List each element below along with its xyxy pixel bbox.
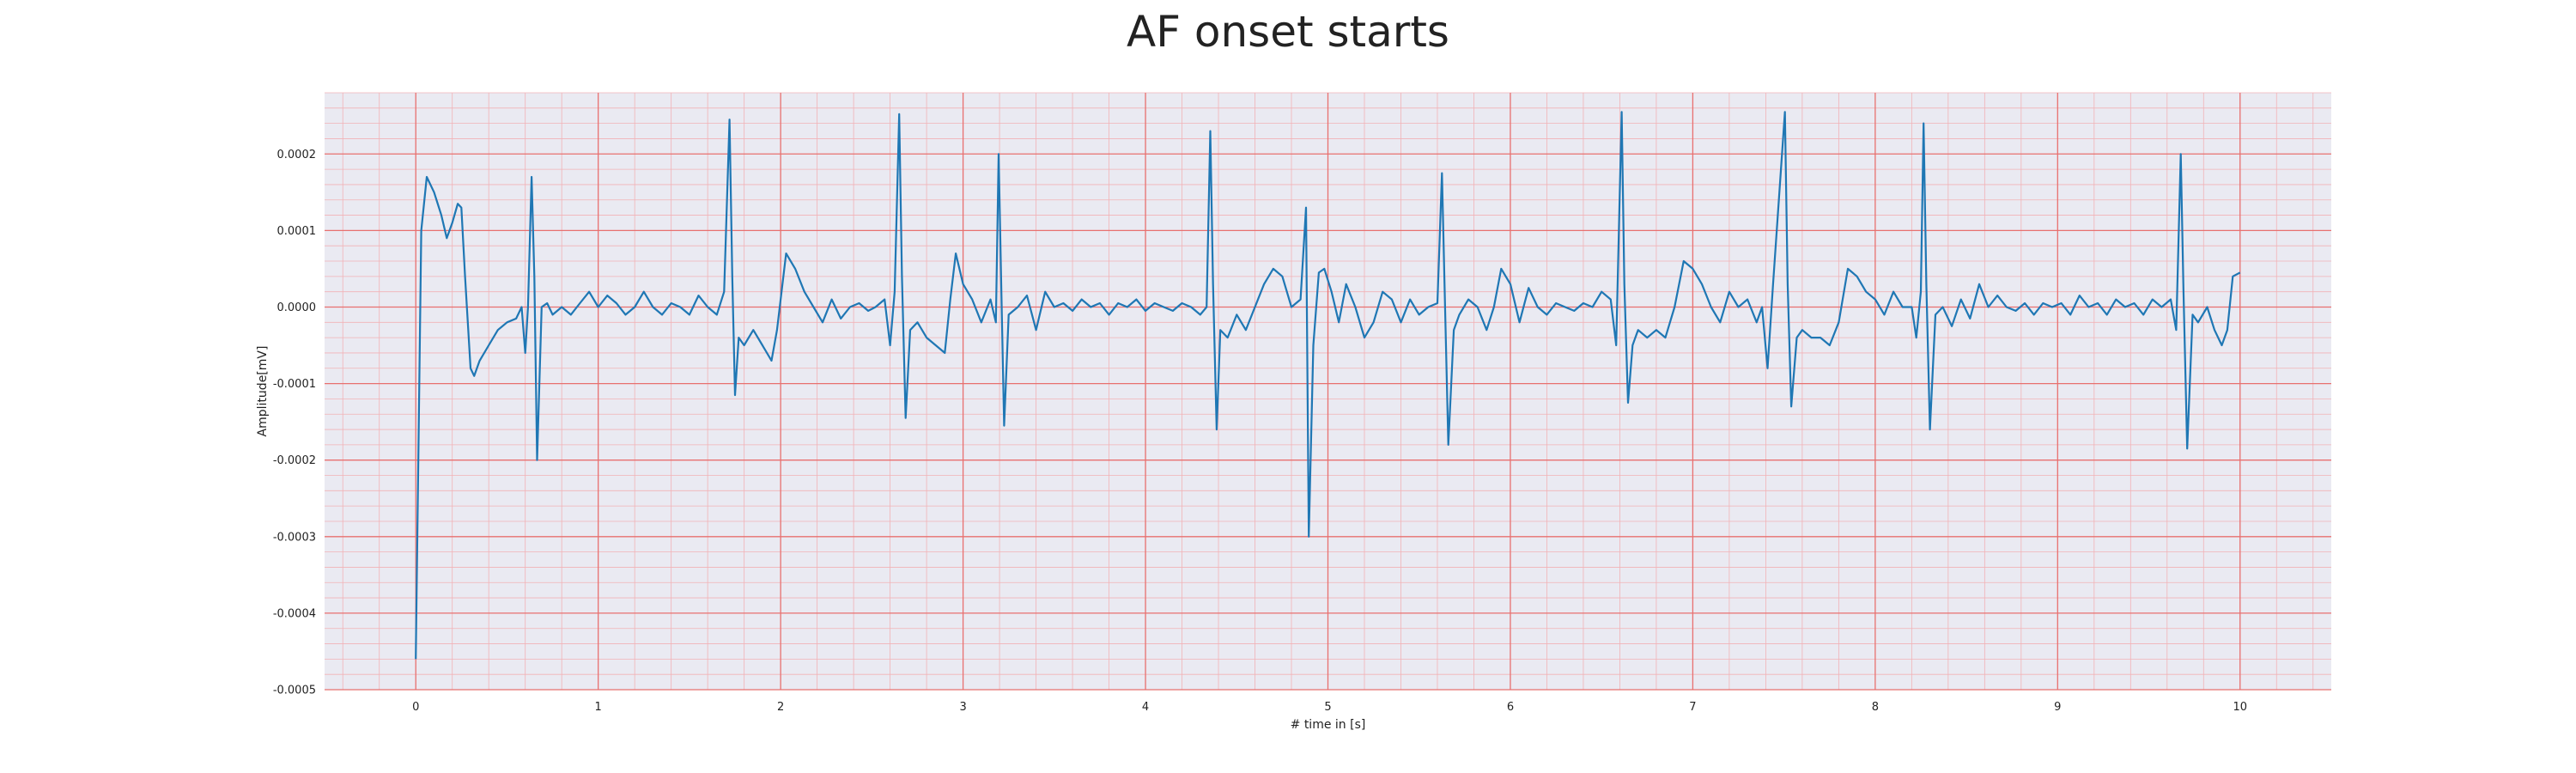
major-grid bbox=[325, 93, 2331, 691]
y-tick-label: -0.0003 bbox=[273, 531, 316, 544]
y-tick-labels: -0.0005 -0.0004 -0.0003 -0.0002 -0.0001 0.000… bbox=[273, 149, 316, 697]
y-tick-label: -0.0004 bbox=[273, 607, 316, 620]
x-tick-label: 2 bbox=[777, 701, 784, 714]
x-tick-label: 0 bbox=[412, 701, 419, 714]
ecg-series-line bbox=[415, 111, 2241, 660]
x-tick-label: 4 bbox=[1142, 701, 1149, 714]
y-tick-label: 0.0001 bbox=[277, 225, 317, 238]
x-tick-label: 6 bbox=[1507, 701, 1514, 714]
x-tick-label: 10 bbox=[2233, 701, 2247, 714]
x-tick-label: 9 bbox=[2054, 701, 2061, 714]
x-tick-label: 7 bbox=[1689, 701, 1696, 714]
y-tick-label: 0.0002 bbox=[277, 149, 317, 161]
x-axis-label: # time in [s] bbox=[1291, 718, 1366, 732]
x-tick-label: 5 bbox=[1324, 701, 1331, 714]
y-axis-label: Amplitude[mV] bbox=[256, 346, 270, 437]
x-tick-label: 8 bbox=[1872, 701, 1879, 714]
x-tick-label: 1 bbox=[595, 701, 602, 714]
y-tick-label: -0.0001 bbox=[273, 378, 316, 391]
y-tick-label: -0.0005 bbox=[273, 685, 316, 697]
chart-title: AF onset starts bbox=[1127, 7, 1449, 57]
x-tick-label: 3 bbox=[959, 701, 966, 714]
y-tick-label: -0.0002 bbox=[273, 454, 316, 467]
y-tick-label: 0.0000 bbox=[277, 301, 317, 314]
x-tick-labels: 0 1 2 3 4 5 6 7 8 9 10 bbox=[412, 701, 2247, 714]
